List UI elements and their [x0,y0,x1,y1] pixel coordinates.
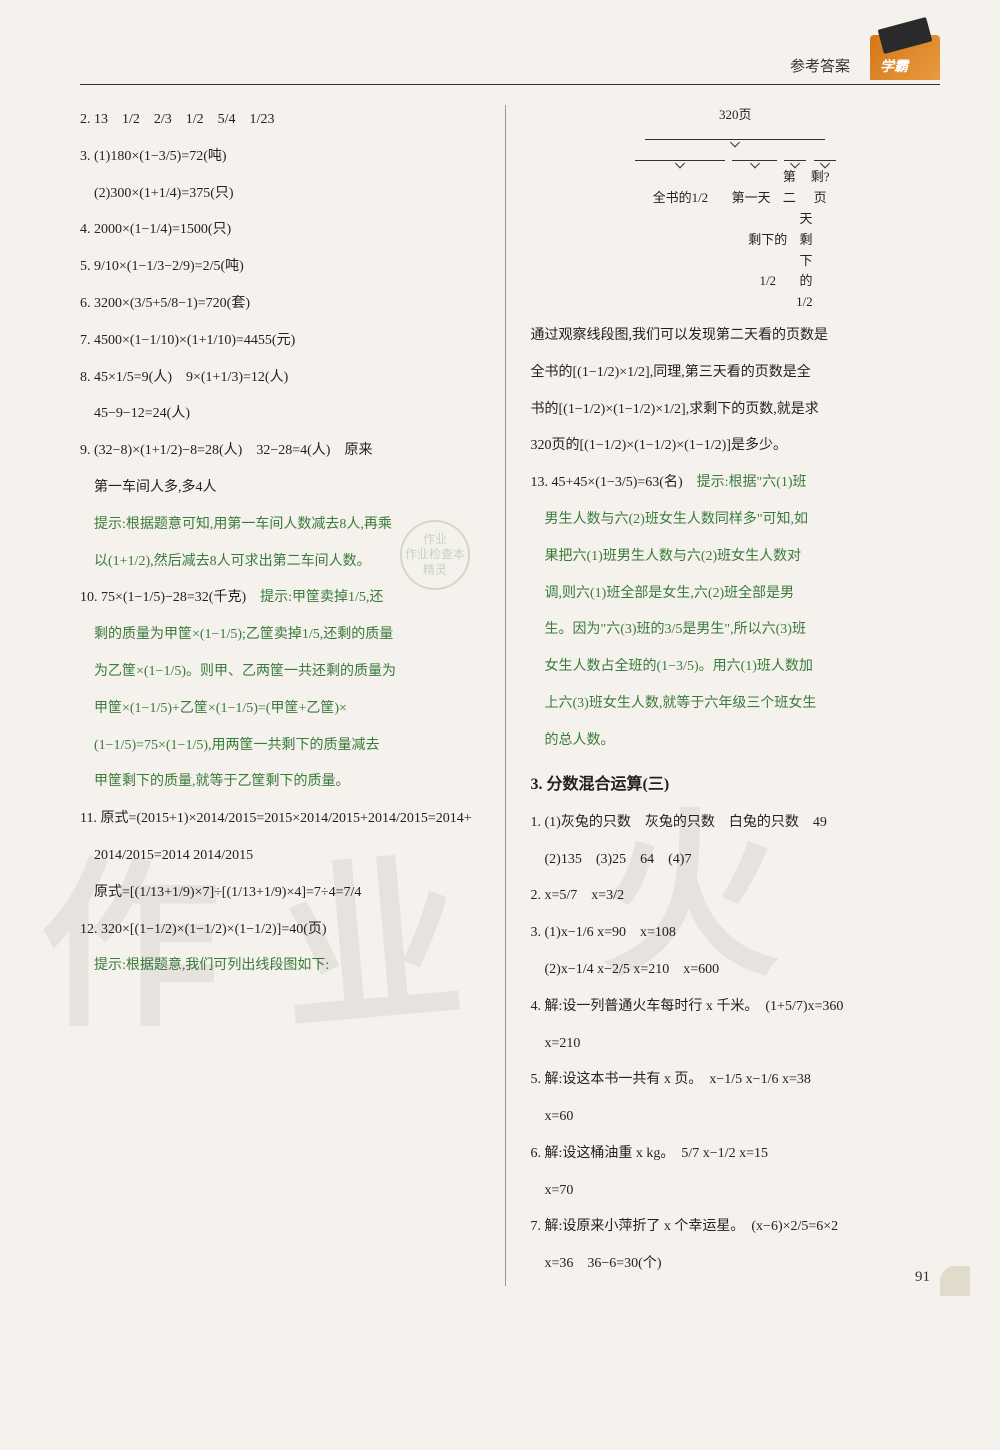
logo-text: 学霸 [880,56,908,76]
answer-item: 12. 320×[(1−1/2)×(1−1/2)×(1−1/2)]=40(页) [80,915,490,946]
answer-item: 原式=[(1/13+1/9)×7]÷[(1/13+1/9)×4]=7÷4=7/4 [80,878,490,909]
hint-text: 甲筐×(1−1/5)+乙筐×(1−1/5)=(甲筐+乙筐)× [80,694,490,725]
page-header: 参考答案 学霸 [80,50,940,85]
section-title: 3. 分数混合运算(三) [531,767,941,802]
hint-text: 上六(3)班女生人数,就等于六年级三个班女生 [531,689,941,720]
answer-item: 第一车间人多,多4人 [80,473,490,504]
answer-item: x=60 [531,1102,941,1133]
answer-item: 11. 原式=(2015+1)×2014/2015=2015×2014/2015… [80,804,490,835]
hint-text: 果把六(1)班男生人数与六(2)班女生人数对 [531,542,941,573]
brace-icon [645,139,825,140]
brace-icon [814,160,836,161]
answer-item: 6. 解:设这桶油重 x kg。 5/7 x−1/2 x=15 [531,1139,941,1170]
answer-item: 4. 2000×(1−1/4)=1500(只) [80,215,490,246]
brace-icon [635,160,725,161]
hint-text: 生。因为"六(3)班的3/5是男生",所以六(3)班 [531,615,941,646]
explain-text: 320页的[(1−1/2)×(1−1/2)×(1−1/2)]是多少。 [531,431,941,462]
answer-item: 6. 3200×(3/5+5/8−1)=720(套) [80,289,490,320]
stamp-line: 精灵 [423,563,447,579]
answer-item: 8. 45×1/5=9(人) 9×(1+1/3)=12(人) [80,363,490,394]
diagram-brace-row [531,147,941,168]
explain-text: 全书的[(1−1/2)×1/2],同理,第三天看的页数是全 [531,358,941,389]
answer-item: 1. (1)灰兔的只数 灰兔的只数 白兔的只数 49 [531,808,941,839]
answer-item: 9. (32−8)×(1+1/2)−8=28(人) 32−28=4(人) 原来 [80,436,490,467]
hint-text: 男生人数与六(2)班女生人数同样多"可知,如 [531,505,941,536]
answer-item: 3. (1)x−1/6 x=90 x=108 [531,918,941,949]
explain-text: 书的[(1−1/2)×(1−1/2)×1/2],求剩下的页数,就是求 [531,395,941,426]
right-column: 320页 全书的1/2 第一天 第二 剩?页 [531,105,941,1286]
hint-text: 提示:根据题意,我们可列出线段图如下: [80,951,490,982]
diagram-label: 剩?页 [805,167,835,209]
diagram-label: 1/2 [792,292,817,313]
answer-item: (2)300×(1+1/4)=375(只) [80,179,490,210]
hint-text: 的总人数。 [531,726,941,757]
hint-text: (1−1/5)=75×(1−1/5),用两筐一共剩下的质量减去 [80,731,490,762]
answer-item: x=36 36−6=30(个) [531,1249,941,1280]
answer-item: 4. 解:设一列普通火车每时行 x 千米。 (1+5/7)x=360 [531,992,941,1023]
answer-text: 10. 75×(1−1/5)−28=32(千克) [80,590,260,605]
answer-item: 13. 45+45×(1−3/5)=63(名) 提示:根据"六(1)班 [531,468,941,499]
answer-item: (2)135 (3)25 64 (4)7 [531,845,941,876]
brace-icon [732,160,777,161]
answer-item: x=210 [531,1029,941,1060]
hint-text: 甲筐剩下的质量,就等于乙筐剩下的质量。 [80,767,490,798]
diagram-label: 第一天 [729,188,774,209]
diagram-label: 1/2 [745,271,790,292]
hint-text: 为乙筐×(1−1/5)。则甲、乙两筐一共还剩的质量为 [80,657,490,688]
answer-item: 7. 解:设原来小萍折了 x 个幸运星。 (x−6)×2/5=6×2 [531,1212,941,1243]
header-title: 参考答案 [790,55,850,76]
answer-item: 2. x=5/7 x=3/2 [531,881,941,912]
stamp-line: 作业 [423,532,447,548]
diagram-label: 第二 [777,167,802,209]
answer-text: 13. 45+45×(1−3/5)=63(名) [531,475,697,490]
hint-text: 提示:根据"六(1)班 [697,475,807,490]
answer-item: 3. (1)180×(1−3/5)=72(吨) [80,142,490,173]
diagram-title: 320页 [531,105,941,126]
answer-item: 45−9−12=24(人) [80,399,490,430]
page-number: 91 [915,1269,930,1286]
page-root: 参考答案 学霸 2. 13 1/2 2/3 1/2 5/4 1/23 3. (1… [0,0,1000,1316]
diagram-brace-row [531,126,941,147]
answer-item: 5. 9/10×(1−1/3−2/9)=2/5(吨) [80,252,490,283]
answer-item: 2. 13 1/2 2/3 1/2 5/4 1/23 [80,105,490,136]
stamp-line: 作业检查本 [405,547,465,563]
answer-item: x=70 [531,1176,941,1207]
hint-text: 调,则六(1)班全部是女生,六(2)班全部是男 [531,579,941,610]
diagram-label: 天剩 [794,209,819,251]
line-diagram: 320页 全书的1/2 第一天 第二 剩?页 [531,105,941,313]
diagram-label: 剩下的 [745,230,790,251]
content-columns: 2. 13 1/2 2/3 1/2 5/4 1/23 3. (1)180×(1−… [80,105,940,1286]
hint-text: 提示:甲筐卖掉1/5,还 [260,590,383,605]
brace-icon [784,160,806,161]
hint-text: 女生人数占全班的(1−3/5)。用六(1)班人数加 [531,652,941,683]
left-column: 2. 13 1/2 2/3 1/2 5/4 1/23 3. (1)180×(1−… [80,105,506,1286]
stamp-icon: 作业 作业检查本 精灵 [400,520,470,590]
diagram-labels: 全书的1/2 第一天 第二 剩?页 [531,167,941,209]
diagram-labels: 1/2 [531,292,941,313]
logo-badge: 学霸 [870,35,940,80]
answer-item: 7. 4500×(1−1/10)×(1+1/10)=4455(元) [80,326,490,357]
diagram-labels: 1/2 下的 [531,251,941,293]
explain-text: 通过观察线段图,我们可以发现第二天看的页数是 [531,321,941,352]
diagram-labels: 剩下的 天剩 [531,209,941,251]
answer-item: 2014/2015=2014 2014/2015 [80,841,490,872]
hint-text: 剩的质量为甲筐×(1−1/5);乙筐卖掉1/5,还剩的质量 [80,620,490,651]
answer-item: (2)x−1/4 x−2/5 x=210 x=600 [531,955,941,986]
diagram-label: 下的 [794,251,819,293]
answer-item: 5. 解:设这本书一共有 x 页。 x−1/5 x−1/6 x=38 [531,1065,941,1096]
corner-decoration [940,1266,970,1296]
diagram-label: 全书的1/2 [635,188,725,209]
